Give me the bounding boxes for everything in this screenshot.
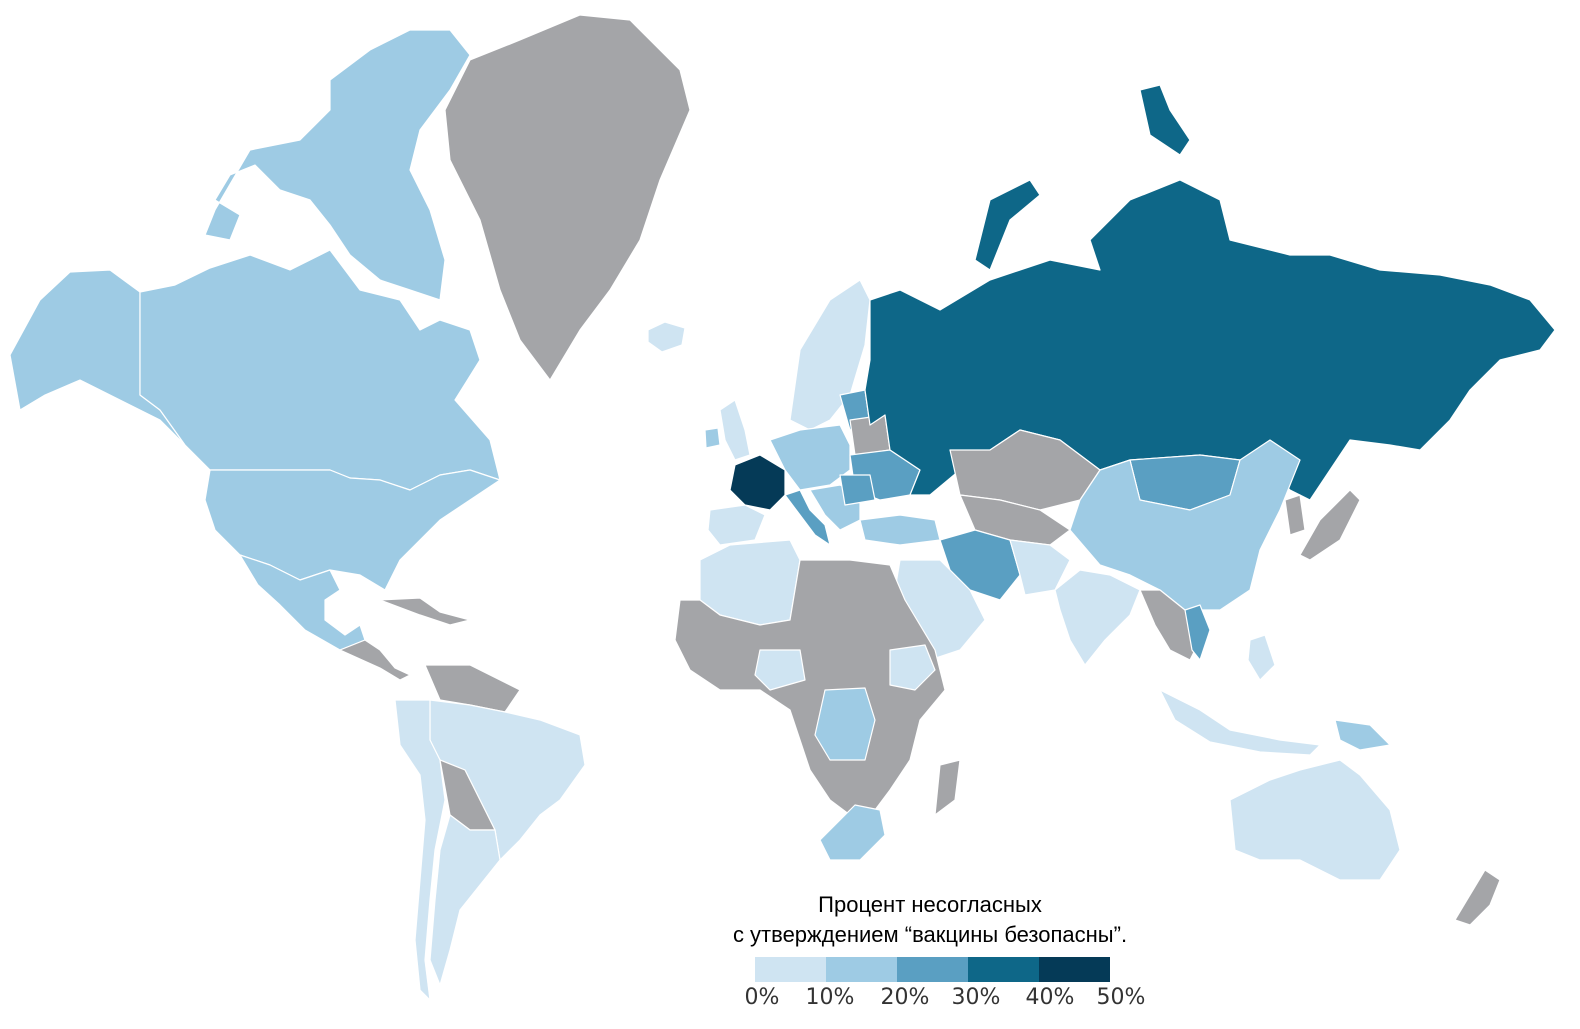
legend-swatch-20-30 bbox=[897, 957, 968, 982]
region-madagascar bbox=[934, 759, 961, 816]
legend-color-scale bbox=[755, 957, 1110, 982]
region-iceland bbox=[647, 321, 686, 353]
region-new-zealand bbox=[1454, 869, 1501, 926]
region-china bbox=[1069, 439, 1301, 611]
legend-swatch-40-50 bbox=[1039, 957, 1110, 982]
region-philippines bbox=[1247, 634, 1276, 681]
region-africa bbox=[674, 559, 946, 816]
region-central-europe bbox=[769, 424, 851, 491]
region-ethiopia bbox=[889, 644, 936, 691]
legend-tick: 40% bbox=[1025, 985, 1075, 1010]
legend-title-line2: с утверждением “вакцины безопасны”. bbox=[732, 922, 1128, 947]
legend-tick: 30% bbox=[951, 985, 1001, 1010]
region-png bbox=[1334, 719, 1391, 751]
region-south-africa bbox=[819, 804, 886, 861]
legend-ticks: 0% 10% 20% 30% 40% 50% bbox=[725, 985, 1165, 1015]
region-vietnam bbox=[1184, 604, 1211, 661]
region-uk bbox=[719, 399, 751, 461]
region-korea bbox=[1284, 494, 1306, 536]
region-australia bbox=[1229, 759, 1401, 881]
region-russia-islands bbox=[974, 179, 1041, 271]
region-drc bbox=[814, 687, 876, 761]
region-india bbox=[1054, 569, 1141, 666]
legend-title: Процент несогласных с утверждением “вакц… bbox=[660, 890, 1200, 950]
region-ireland bbox=[704, 427, 721, 449]
legend-swatch-0-10 bbox=[755, 957, 826, 982]
region-indonesia bbox=[1159, 689, 1321, 756]
region-greenland bbox=[444, 14, 691, 381]
legend-title-line1: Процент несогласных bbox=[818, 892, 1042, 917]
region-japan bbox=[1299, 489, 1361, 561]
region-argentina bbox=[429, 814, 501, 986]
legend-tick: 10% bbox=[805, 985, 855, 1010]
region-italy bbox=[784, 489, 831, 546]
region-russia bbox=[864, 179, 1556, 501]
region-mexico bbox=[239, 554, 366, 651]
region-iberia bbox=[707, 504, 766, 546]
region-usa bbox=[204, 469, 501, 591]
region-caribbean bbox=[379, 597, 471, 626]
legend-swatch-10-20 bbox=[826, 957, 897, 982]
region-central-america bbox=[339, 639, 411, 681]
region-romania bbox=[839, 474, 876, 506]
region-canada bbox=[139, 249, 501, 491]
region-france bbox=[729, 454, 786, 511]
region-nigeria bbox=[754, 649, 806, 691]
region-canada-arctic bbox=[204, 29, 471, 301]
legend-tick: 0% bbox=[744, 985, 780, 1010]
region-turkey bbox=[859, 514, 941, 546]
region-russia-arctic bbox=[1139, 84, 1191, 156]
legend-tick: 50% bbox=[1096, 985, 1146, 1010]
region-andes bbox=[394, 699, 446, 1001]
legend-swatch-30-40 bbox=[968, 957, 1039, 982]
legend-tick: 20% bbox=[880, 985, 930, 1010]
